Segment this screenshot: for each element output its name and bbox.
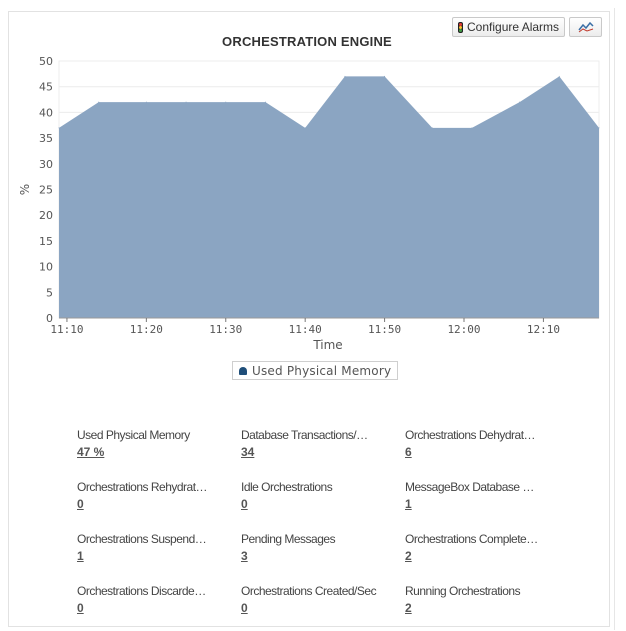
data-point — [98, 101, 100, 103]
metric-label: Used Physical Memory — [77, 428, 190, 442]
metric-item: Orchestrations Discarde… 0 — [77, 584, 227, 617]
legend-item-used-physical-memory: Used Physical Memory — [252, 363, 392, 378]
y-tick-label: 50 — [39, 55, 53, 68]
x-axis-title: Time — [312, 338, 342, 352]
metric-value-link[interactable]: 0 — [77, 601, 84, 615]
metric-value-link[interactable]: 1 — [405, 497, 412, 511]
configure-alarms-button[interactable]: Configure Alarms — [452, 17, 565, 37]
metric-label: Orchestrations Complete… — [405, 532, 538, 546]
x-tick-label: 11:50 — [368, 323, 401, 336]
data-point — [304, 127, 306, 129]
data-point — [185, 101, 187, 103]
metric-item: Orchestrations Complete… 2 — [405, 532, 555, 565]
metric-item: MessageBox Database … 1 — [405, 480, 555, 513]
x-tick-label: 11:10 — [50, 323, 83, 336]
data-point — [519, 101, 521, 103]
metric-label: Orchestrations Dehydrat… — [405, 428, 536, 442]
metric-value-link[interactable]: 0 — [241, 601, 248, 615]
area-series-used-physical-memory — [59, 76, 599, 318]
y-tick-label: 10 — [39, 261, 53, 274]
y-tick-label: 0 — [46, 312, 53, 325]
metric-item: Orchestrations Dehydrat… 6 — [405, 428, 555, 461]
metric-value-link[interactable]: 1 — [77, 549, 84, 563]
y-tick-label: 40 — [39, 106, 53, 119]
metric-label: Database Transactions/… — [241, 428, 368, 442]
y-tick-label: 45 — [39, 81, 53, 94]
x-tick-label: 11:20 — [130, 323, 163, 336]
metric-item: Idle Orchestrations 0 — [241, 480, 391, 513]
metric-label: Orchestrations Discarde… — [77, 584, 206, 598]
traffic-light-icon — [458, 21, 463, 33]
data-point — [431, 127, 433, 129]
metric-item: Orchestrations Created/Sec 0 — [241, 584, 391, 617]
y-tick-label: 5 — [46, 286, 53, 299]
metric-label: Orchestrations Suspend… — [77, 532, 207, 546]
metric-value-link[interactable]: 0 — [241, 497, 248, 511]
metric-item: Used Physical Memory 47 % — [77, 428, 227, 461]
data-point — [264, 101, 266, 103]
x-tick-label: 12:00 — [447, 323, 480, 336]
data-point — [58, 127, 60, 129]
y-tick-label: 30 — [39, 158, 53, 171]
y-tick-label: 15 — [39, 235, 53, 248]
metric-item: Orchestrations Rehydrat… 0 — [77, 480, 227, 513]
line-chart-icon — [577, 21, 594, 33]
chart-legend[interactable]: Used Physical Memory — [232, 361, 399, 380]
metric-label: Orchestrations Created/Sec — [241, 584, 377, 598]
data-point — [344, 75, 346, 77]
legend-marker-icon — [239, 366, 247, 375]
data-point — [225, 101, 227, 103]
y-tick-label: 20 — [39, 209, 53, 222]
x-tick-label: 12:10 — [527, 323, 560, 336]
y-axis-title: % — [18, 184, 32, 195]
chart-type-button[interactable] — [569, 17, 602, 37]
metric-item: Pending Messages 3 — [241, 532, 391, 565]
metric-value-link[interactable]: 2 — [405, 601, 412, 615]
metric-item: Database Transactions/… 34 — [241, 428, 391, 461]
chart-title: ORCHESTRATION ENGINE — [222, 34, 392, 49]
metric-value-link[interactable]: 34 — [241, 445, 255, 459]
metric-item: Running Orchestrations 2 — [405, 584, 555, 617]
metric-label: Pending Messages — [241, 532, 336, 546]
metric-value-link[interactable]: 47 % — [77, 445, 105, 459]
metric-label: Running Orchestrations — [405, 584, 521, 598]
configure-alarms-label: Configure Alarms — [467, 20, 560, 34]
data-point — [145, 101, 147, 103]
data-point — [384, 75, 386, 77]
panel-divider — [614, 8, 615, 630]
data-point — [598, 127, 600, 129]
x-tick-label: 11:30 — [209, 323, 242, 336]
data-point — [558, 75, 560, 77]
y-tick-label: 35 — [39, 132, 53, 145]
metric-label: Idle Orchestrations — [241, 480, 333, 494]
memory-area-chart: 0 5 10 15 20 25 30 35 40 45 50 11:10 11:20 11:30 11:40… — [18, 55, 600, 352]
y-tick-label: 25 — [39, 184, 53, 197]
x-tick-label: 11:40 — [289, 323, 322, 336]
metric-label: MessageBox Database … — [405, 480, 534, 494]
metric-value-link[interactable]: 0 — [77, 497, 84, 511]
metric-value-link[interactable]: 2 — [405, 549, 412, 563]
metric-label: Orchestrations Rehydrat… — [77, 480, 208, 494]
metric-value-link[interactable]: 6 — [405, 445, 412, 459]
metric-value-link[interactable]: 3 — [241, 549, 248, 563]
metric-item: Orchestrations Suspend… 1 — [77, 532, 227, 565]
data-point — [471, 127, 473, 129]
